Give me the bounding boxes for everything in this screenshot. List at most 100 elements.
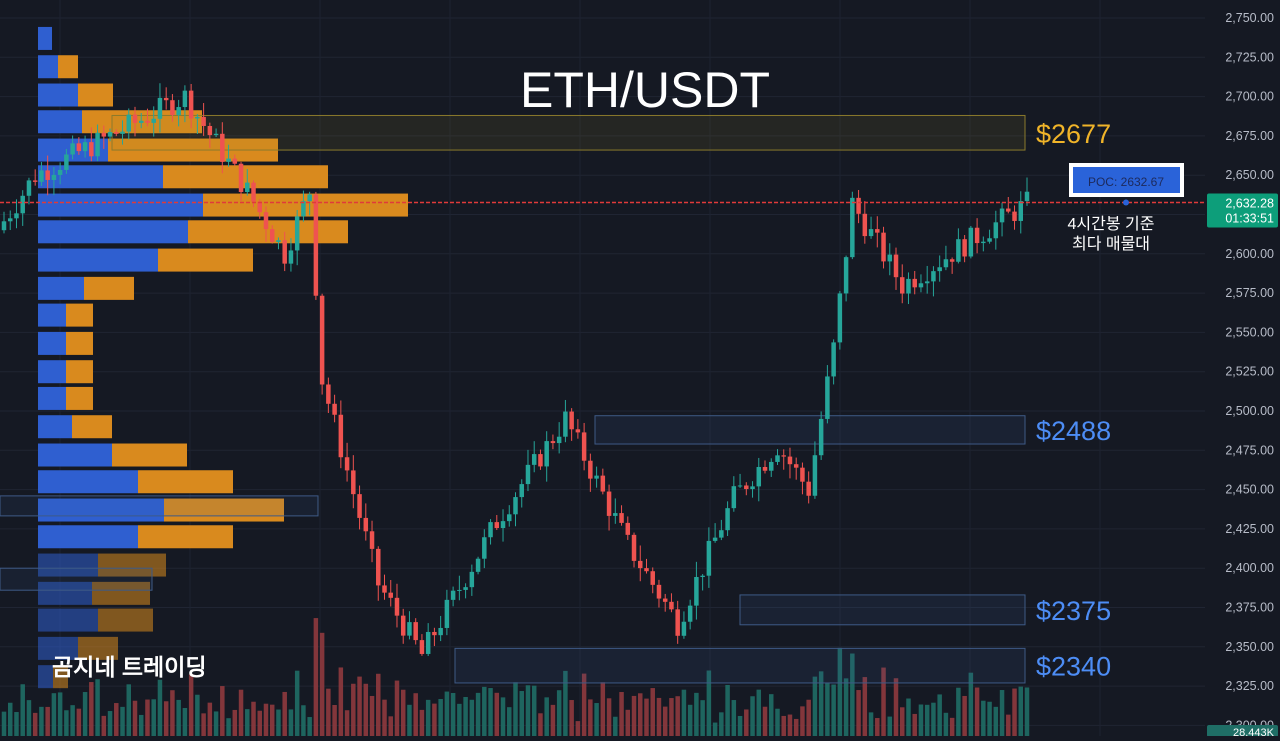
volume-bar <box>319 632 325 736</box>
candle-body <box>207 125 213 136</box>
candle-body <box>569 411 574 430</box>
left-zone <box>0 495 319 517</box>
price-axis: 2,750.00 2,725.00 2,700.00 2,675.00 2,650.00… <box>1205 0 1280 739</box>
candle-body <box>82 142 88 152</box>
candle-body <box>64 154 69 170</box>
volume-bar <box>818 671 824 736</box>
volume-bar <box>188 674 194 736</box>
candle-body <box>862 213 868 237</box>
volume-bar <box>301 705 306 736</box>
candle-body <box>76 143 82 152</box>
volume-bar <box>475 692 481 736</box>
poc-note-line2: 최다 매물대 <box>1072 235 1150 253</box>
volume-bar <box>182 708 188 736</box>
volume-bar <box>32 712 38 736</box>
current-price-label: 2,632.28 <box>1225 196 1274 210</box>
volume-bar <box>999 690 1005 736</box>
volume-bar <box>793 718 799 736</box>
candle-body <box>787 456 793 465</box>
volume-bar <box>731 700 737 736</box>
candle-body <box>525 464 531 485</box>
volume-bar <box>725 684 730 736</box>
volume-bar <box>656 697 662 736</box>
profile-buy-bar <box>38 303 66 327</box>
candle-body <box>1024 191 1030 202</box>
volume-bar <box>363 683 369 736</box>
candle-body <box>981 241 986 244</box>
candle-body <box>313 194 319 296</box>
candle-body <box>220 133 225 162</box>
candle-body <box>1 221 7 231</box>
candle-body <box>14 213 19 219</box>
candle-body <box>600 475 606 492</box>
profile-buy-bar <box>38 83 78 107</box>
candle-body <box>687 605 693 622</box>
candle-body <box>613 513 618 516</box>
price-tick-label: 2,350.00 <box>1225 640 1274 654</box>
countdown-label: 01:33:51 <box>1225 211 1274 225</box>
candle-body <box>694 577 699 606</box>
volume-bar <box>719 712 724 736</box>
candle-body <box>89 142 94 157</box>
candle-body <box>775 455 780 462</box>
volume-bar <box>931 702 936 736</box>
volume-bar <box>157 679 163 736</box>
candle-body <box>538 454 543 467</box>
profile-sell-bar <box>163 165 328 189</box>
candle-body <box>669 601 674 610</box>
candle-body <box>762 466 768 471</box>
candle-body <box>744 485 749 490</box>
volume-bar <box>39 706 44 736</box>
candle-body <box>706 540 712 576</box>
candle-body <box>962 239 967 257</box>
volume-bar <box>432 703 437 736</box>
volume-bar <box>245 709 250 736</box>
volume-bar <box>868 712 874 736</box>
volume-bar <box>70 705 75 736</box>
volume-bar <box>762 706 768 736</box>
profile-sell-bar <box>58 55 78 79</box>
candle-body <box>987 238 992 242</box>
candle-body <box>57 169 63 175</box>
candle-body <box>226 158 231 162</box>
volume-bar <box>394 680 400 736</box>
volume-bar <box>76 708 82 736</box>
profile-buy-bar <box>38 525 138 549</box>
candle-body <box>263 212 269 230</box>
candle-body <box>301 201 306 217</box>
price-tick-label: 2,525.00 <box>1225 365 1274 379</box>
volume-bar <box>1024 687 1030 736</box>
candle-body <box>363 517 369 532</box>
profile-sell-bar <box>72 415 112 439</box>
candle-body <box>163 97 169 101</box>
volume-bar <box>338 667 344 736</box>
volume-bar <box>288 709 294 736</box>
volume-bar <box>145 699 150 736</box>
volume-bar <box>388 716 393 736</box>
level-zone <box>594 415 1026 445</box>
price-tick-label: 2,475.00 <box>1225 443 1274 457</box>
profile-sell-bar <box>78 636 118 660</box>
candle-body <box>912 278 917 288</box>
volume-bar <box>232 709 238 736</box>
candle-body <box>188 90 194 119</box>
volume-bar <box>825 682 830 736</box>
candle-body <box>837 293 843 343</box>
volume-bar <box>981 700 986 736</box>
candle-body <box>906 278 911 294</box>
candle-body <box>488 522 493 538</box>
volume-bar <box>906 698 911 736</box>
candle-body <box>725 508 730 531</box>
candle-body <box>107 132 113 137</box>
candle-body <box>32 180 38 182</box>
volume-bar <box>332 704 337 736</box>
candle-body <box>195 116 200 119</box>
volume-bar <box>400 689 406 736</box>
volume-bar <box>226 718 231 736</box>
candle-body <box>394 597 400 616</box>
candle-body <box>650 571 655 585</box>
candle-body <box>326 384 331 404</box>
candle-body <box>151 118 156 123</box>
candle-body <box>1006 208 1011 212</box>
